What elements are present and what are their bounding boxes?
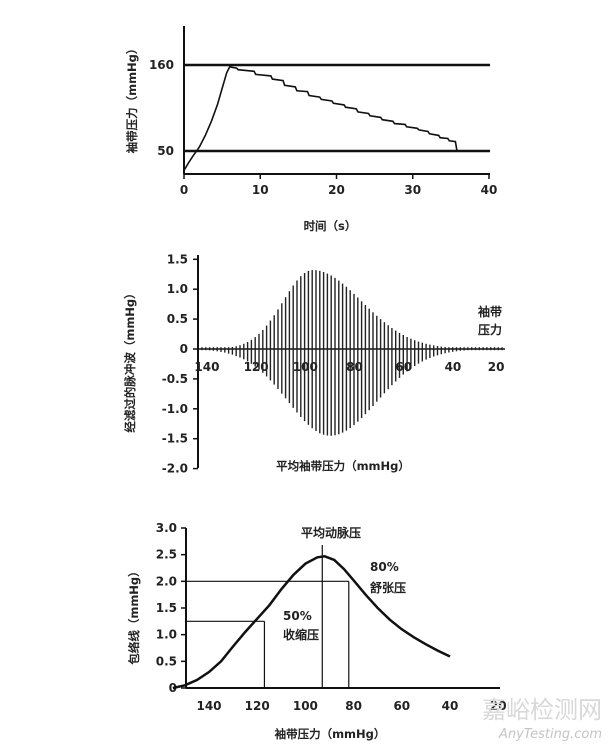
p3-marker-diastolic-label: 舒张压: [369, 580, 406, 595]
p2-ytick-1.5: 1.5: [167, 252, 188, 266]
p1-xtick-20: 20: [328, 183, 345, 197]
p1-xtick-30: 30: [404, 183, 421, 197]
panel-1-cuff-pressure-vs-time: 0 10 20 30 40 160 50 袖带压力（mmHg） 时间（s）: [125, 26, 497, 233]
p1-xtick-40: 40: [481, 183, 498, 197]
p2-ytick-0: 0: [180, 342, 188, 356]
p2-annotation-cuff: 袖带: [478, 304, 502, 319]
p2-xtick-20: 20: [488, 360, 505, 374]
p1-ytick-160: 160: [149, 58, 174, 72]
p3-ytick-1.0: 1.0: [156, 628, 177, 642]
p3-ylabel: 包络线（mmHg）: [127, 565, 141, 665]
p2-ytick--1.0: -1.0: [162, 402, 188, 416]
p3-xtick-120: 120: [245, 699, 270, 713]
p3-xtick-140: 140: [196, 699, 221, 713]
p3-ytick-2.0: 2.0: [156, 574, 177, 588]
p3-xtick-40: 40: [442, 699, 459, 713]
p1-xlabel: 时间（s）: [304, 219, 357, 233]
p3-xtick-80: 80: [345, 699, 362, 713]
p2-xtick-80: 80: [346, 360, 363, 374]
p2-xtick-100: 100: [293, 360, 318, 374]
p2-ytick-1.0: 1.0: [167, 282, 188, 296]
p3-marker-systolic-pct: 50%: [283, 609, 312, 623]
watermark-cn: 嘉峪检测网: [482, 696, 602, 724]
p3-xtick-20: 20: [490, 699, 507, 713]
p3-ytick-3.0: 3.0: [156, 521, 177, 535]
p2-xtick-120: 120: [244, 360, 269, 374]
p1-xtick-10: 10: [252, 183, 269, 197]
p3-xtick-100: 100: [293, 699, 318, 713]
p2-ytick-0.5: 0.5: [167, 312, 188, 326]
p1-pressure-trace: [183, 65, 458, 171]
p2-xlabel: 平均袖带压力（mmHg）: [276, 459, 410, 473]
p2-ytick--1.5: -1.5: [162, 432, 188, 446]
p3-marker-diastolic-pct: 80%: [370, 560, 399, 574]
p3-ytick-0.5: 0.5: [156, 654, 177, 668]
p3-xtick-60: 60: [393, 699, 410, 713]
p3-xlabel: 袖带压力（mmHg）: [275, 727, 386, 741]
p3-marker-map-label: 平均动脉压: [301, 525, 361, 540]
p1-ytick-50: 50: [157, 144, 174, 158]
p2-xtick-60: 60: [395, 360, 412, 374]
panel-3-envelope: 00.51.01.52.02.53.0 140 120 100 80 60 40 20 平均…: [127, 521, 507, 741]
p2-xtick-40: 40: [445, 360, 462, 374]
p2-ylabel: 经滤过的脉冲波（mmHg）: [123, 287, 137, 432]
p2-ytick--0.5: -0.5: [162, 372, 188, 386]
p3-envelope-curve: [172, 555, 451, 690]
p1-xtick-0: 0: [180, 183, 188, 197]
p1-ylabel: 袖带压力（mmHg）: [125, 43, 139, 154]
panel-2-filtered-pulse-wave: 1.5 1.0 0.5 0 -0.5 -1.0 -1.5 -2.0 140 120 100 80 60…: [123, 252, 505, 476]
p2-ytick--2.0: -2.0: [162, 462, 188, 476]
p2-pulse-oscillations: [201, 270, 503, 436]
p3-ytick-2.5: 2.5: [156, 548, 177, 562]
p3-ytick-1.5: 1.5: [156, 601, 177, 615]
p2-annotation-pressure: 压力: [478, 322, 502, 337]
p2-xtick-140: 140: [194, 360, 219, 374]
p3-marker-systolic-label: 收缩压: [283, 627, 319, 642]
watermark-en: AnyTesting.com: [498, 727, 602, 742]
